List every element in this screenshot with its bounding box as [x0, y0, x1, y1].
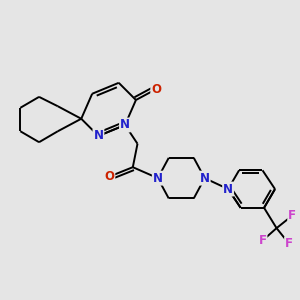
Text: F: F: [288, 209, 296, 222]
Text: N: N: [153, 172, 163, 184]
Text: N: N: [223, 183, 233, 196]
Text: F: F: [285, 237, 293, 250]
Text: N: N: [120, 118, 130, 131]
Text: O: O: [151, 82, 161, 96]
Text: O: O: [104, 170, 114, 183]
Text: N: N: [200, 172, 210, 184]
Text: N: N: [93, 129, 103, 142]
Text: F: F: [259, 234, 266, 247]
